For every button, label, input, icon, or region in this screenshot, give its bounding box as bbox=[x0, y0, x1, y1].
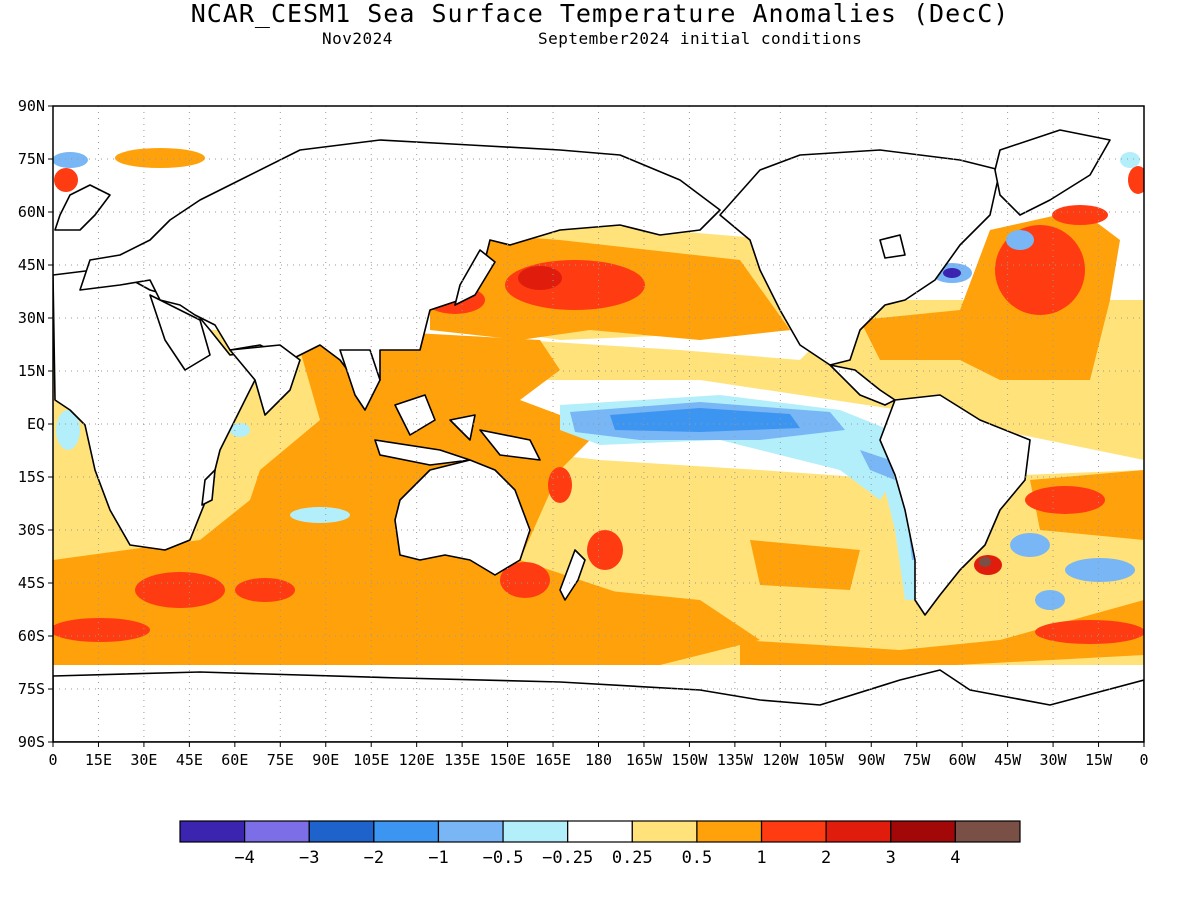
colorbar: −4 −3 −2 −1 −0.5 −0.25 0.25 0.5 1 2 3 4 bbox=[179, 820, 1021, 868]
lon-tick-label: 135E bbox=[444, 751, 480, 769]
colorbar-swatch bbox=[179, 820, 246, 843]
lat-tick-label: 75N bbox=[18, 150, 45, 168]
colorbar-label: 0.5 bbox=[682, 848, 713, 868]
lon-tick-label: 60W bbox=[949, 751, 977, 769]
lon-tick-label: 0 bbox=[1139, 751, 1148, 769]
colorbar-swatch bbox=[890, 820, 956, 843]
lon-tick-label: 45E bbox=[176, 751, 203, 769]
lon-tick-label: 165W bbox=[626, 751, 663, 769]
colorbar-label: −1 bbox=[428, 848, 448, 868]
lon-tick-label: 75E bbox=[267, 751, 294, 769]
lat-tick-label: 15S bbox=[18, 468, 45, 486]
colorbar-label: 4 bbox=[950, 848, 960, 868]
lat-tick-label: 15N bbox=[18, 362, 45, 380]
lon-tick-label: 0 bbox=[48, 751, 57, 769]
lon-tick-label: 105W bbox=[808, 751, 845, 769]
colorbar-swatch bbox=[308, 820, 375, 843]
lon-tick-label: 120E bbox=[399, 751, 435, 769]
colorbar-swatch bbox=[437, 820, 504, 843]
colorbar-swatch bbox=[696, 820, 763, 843]
lat-tick-label: 30N bbox=[18, 309, 45, 327]
lat-tick-label: 60S bbox=[18, 627, 45, 645]
latitude-axis: 90N 75N 60N 45N 30N 15N EQ 15S 30S 45S 60S 75S 90S bbox=[18, 97, 53, 751]
lat-tick-label: EQ bbox=[27, 415, 45, 433]
lon-tick-label: 90W bbox=[858, 751, 886, 769]
lon-tick-label: 30W bbox=[1040, 751, 1068, 769]
lon-tick-label: 150W bbox=[671, 751, 708, 769]
colorbar-swatch bbox=[954, 820, 1021, 843]
colorbar-label: −4 bbox=[234, 848, 254, 868]
colorbar-swatch bbox=[502, 820, 569, 843]
lat-tick-label: 45S bbox=[18, 574, 45, 592]
colorbar-label: −3 bbox=[299, 848, 319, 868]
lat-tick-label: 45N bbox=[18, 256, 45, 274]
lon-tick-label: 135W bbox=[717, 751, 754, 769]
colorbar-swatch bbox=[244, 820, 310, 843]
forecast-month: Nov2024 bbox=[322, 29, 393, 48]
initial-conditions: September2024 initial conditions bbox=[538, 29, 863, 48]
colorbar-swatch bbox=[825, 820, 892, 843]
colorbar-label: 2 bbox=[821, 848, 831, 868]
lon-tick-label: 60E bbox=[221, 751, 248, 769]
lat-tick-label: 75S bbox=[18, 680, 45, 698]
colorbar-label: −0.25 bbox=[542, 848, 593, 868]
lon-tick-label: 15E bbox=[85, 751, 112, 769]
lat-tick-label: 90S bbox=[18, 733, 45, 751]
lon-tick-label: 105E bbox=[353, 751, 389, 769]
lon-tick-label: 90E bbox=[312, 751, 339, 769]
colorbar-swatch bbox=[760, 820, 827, 843]
lon-tick-label: 15W bbox=[1085, 751, 1113, 769]
colorbar-swatch bbox=[567, 820, 633, 843]
colorbar-label: −2 bbox=[364, 848, 384, 868]
lon-tick-label: 75W bbox=[903, 751, 931, 769]
lat-tick-label: 30S bbox=[18, 521, 45, 539]
colorbar-label: −0.5 bbox=[483, 848, 524, 868]
longitude-axis: 0 15E 30E 45E 60E 75E 90E 105E 120E 135E 150E 165E 1… bbox=[48, 742, 1149, 769]
colorbar-swatch bbox=[631, 820, 698, 843]
lon-tick-label: 45W bbox=[994, 751, 1022, 769]
colorbar-label: 1 bbox=[756, 848, 766, 868]
chart-title: NCAR_CESM1 Sea Surface Temperature Anoma… bbox=[190, 0, 1010, 28]
lat-tick-label: 90N bbox=[18, 97, 45, 115]
colorbar-label: 3 bbox=[886, 848, 896, 868]
lon-tick-label: 30E bbox=[130, 751, 157, 769]
lon-tick-label: 165E bbox=[535, 751, 571, 769]
lon-tick-label: 150E bbox=[490, 751, 526, 769]
colorbar-label: 0.25 bbox=[612, 848, 653, 868]
grid bbox=[53, 106, 1144, 742]
lon-tick-label: 120W bbox=[762, 751, 799, 769]
lon-tick-label: 180 bbox=[585, 751, 612, 769]
colorbar-swatch bbox=[373, 820, 440, 843]
lat-tick-label: 60N bbox=[18, 203, 45, 221]
